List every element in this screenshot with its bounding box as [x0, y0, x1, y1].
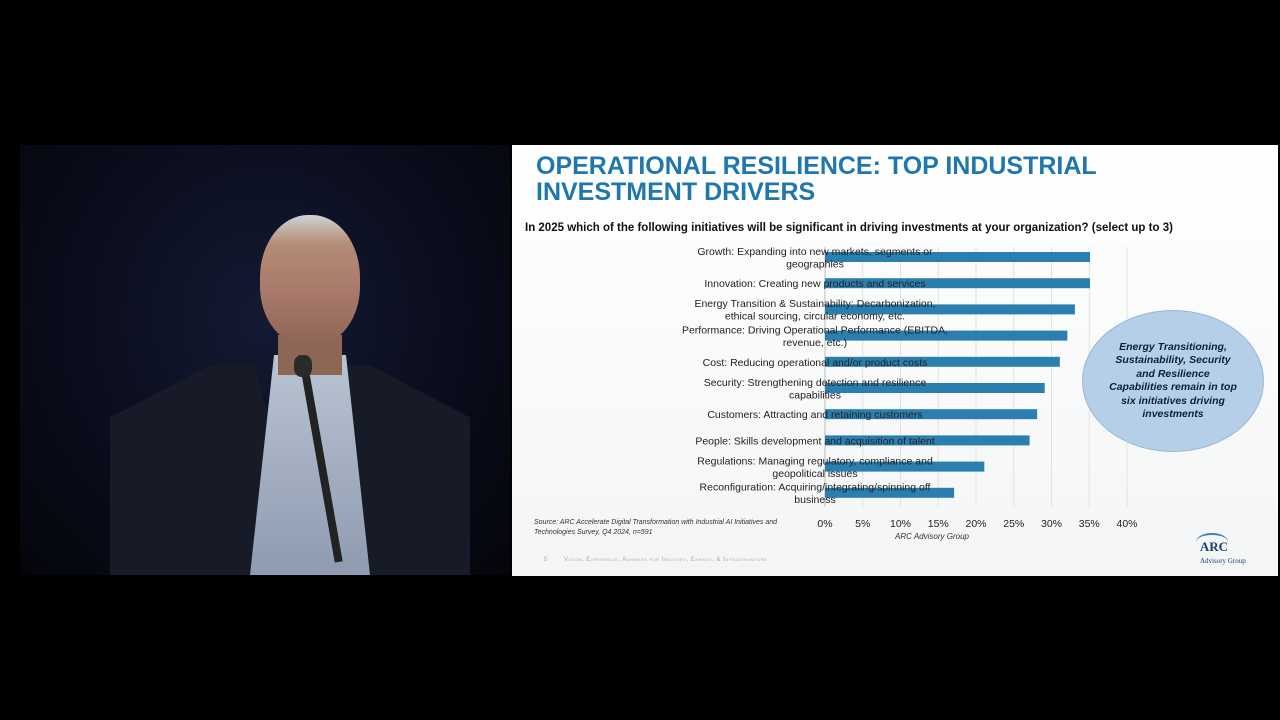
category-label: Cost: Reducing operational and/or produc… [703, 357, 928, 369]
category-label: geographies [786, 258, 844, 270]
x-tick-label: 0% [817, 518, 832, 530]
category-label: Innovation: Creating new products and se… [704, 278, 925, 290]
bar [825, 383, 1045, 393]
arc-logo-subtitle: Advisory Group [1200, 557, 1246, 565]
presentation-slide: OPERATIONAL RESILIENCE: TOP INDUSTRIAL I… [512, 145, 1278, 576]
slide-title-line2: INVESTMENT DRIVERS [536, 178, 816, 206]
bar [825, 304, 1075, 315]
arc-swoosh-icon [1196, 533, 1228, 551]
category-label: revenue, etc.) [783, 337, 847, 349]
x-tick-label: 25% [1003, 518, 1024, 530]
bar [825, 252, 1091, 262]
bar [825, 409, 1038, 420]
category-label: People: Skills development and acquisiti… [695, 435, 934, 447]
slide-title-line1: OPERATIONAL RESILIENCE: TOP INDUSTRIAL [536, 152, 1097, 180]
x-tick-label: 5% [855, 518, 870, 530]
category-label: geopolitical issues [772, 468, 857, 480]
x-tick-label: 35% [1079, 518, 1100, 530]
category-label: Energy Transition & Sustainability: Deca… [694, 298, 935, 310]
category-label: Reconfiguration: Acquiring/integrating/s… [700, 482, 931, 494]
callout-text: Energy Transitioning, Sustainability, Se… [1109, 340, 1237, 421]
category-label: Customers: Attracting and retaining cust… [707, 409, 922, 421]
x-axis-caption: ARC Advisory Group [894, 532, 970, 541]
footer-tagline: Vision, Experience, Answers for Industry… [564, 557, 768, 563]
bar [825, 356, 1060, 367]
source-note: Source: ARC Accelerate Digital Transform… [534, 519, 778, 536]
arc-logo-text: ARC [1199, 539, 1229, 554]
callout-bubble: Energy Transitioning, Sustainability, Se… [1082, 310, 1264, 452]
category-label: business [794, 494, 835, 506]
speaker-video [20, 145, 510, 575]
bar-chart-svg: Growth: Expanding into new markets, segm… [682, 246, 1138, 541]
page-number: 5 [544, 557, 548, 563]
x-tick-label: 30% [1041, 518, 1062, 530]
slide-title: OPERATIONAL RESILIENCE: TOP INDUSTRIAL I… [536, 153, 1176, 205]
arc-logo: ARC Advisory Group [1196, 533, 1256, 569]
bar [825, 487, 955, 498]
category-label: Security: Strengthening detection and re… [704, 377, 927, 389]
bar [825, 461, 985, 472]
category-label: Performance: Driving Operational Perform… [682, 324, 948, 336]
category-label: ethical sourcing, circular economy, etc. [725, 311, 905, 323]
slide-footer: 5 Vision, Experience, Answers for Indust… [544, 557, 944, 563]
category-label: Growth: Expanding into new markets, segm… [697, 246, 933, 258]
bar [825, 435, 1030, 446]
microphone-icon [294, 355, 312, 377]
bar [825, 330, 1068, 341]
survey-question: In 2025 which of the following initiativ… [525, 222, 1173, 234]
x-tick-label: 15% [928, 518, 949, 530]
category-label: Regulations: Managing regulatory, compli… [697, 455, 933, 467]
speaker-head [260, 215, 360, 345]
x-tick-label: 10% [890, 518, 911, 530]
category-label: capabilities [789, 389, 841, 401]
x-tick-label: 20% [965, 518, 986, 530]
x-tick-label: 40% [1116, 518, 1137, 530]
speaker-figure [110, 215, 470, 575]
bar [825, 278, 1091, 289]
bar-chart: Growth: Expanding into new markets, segm… [512, 245, 1278, 545]
